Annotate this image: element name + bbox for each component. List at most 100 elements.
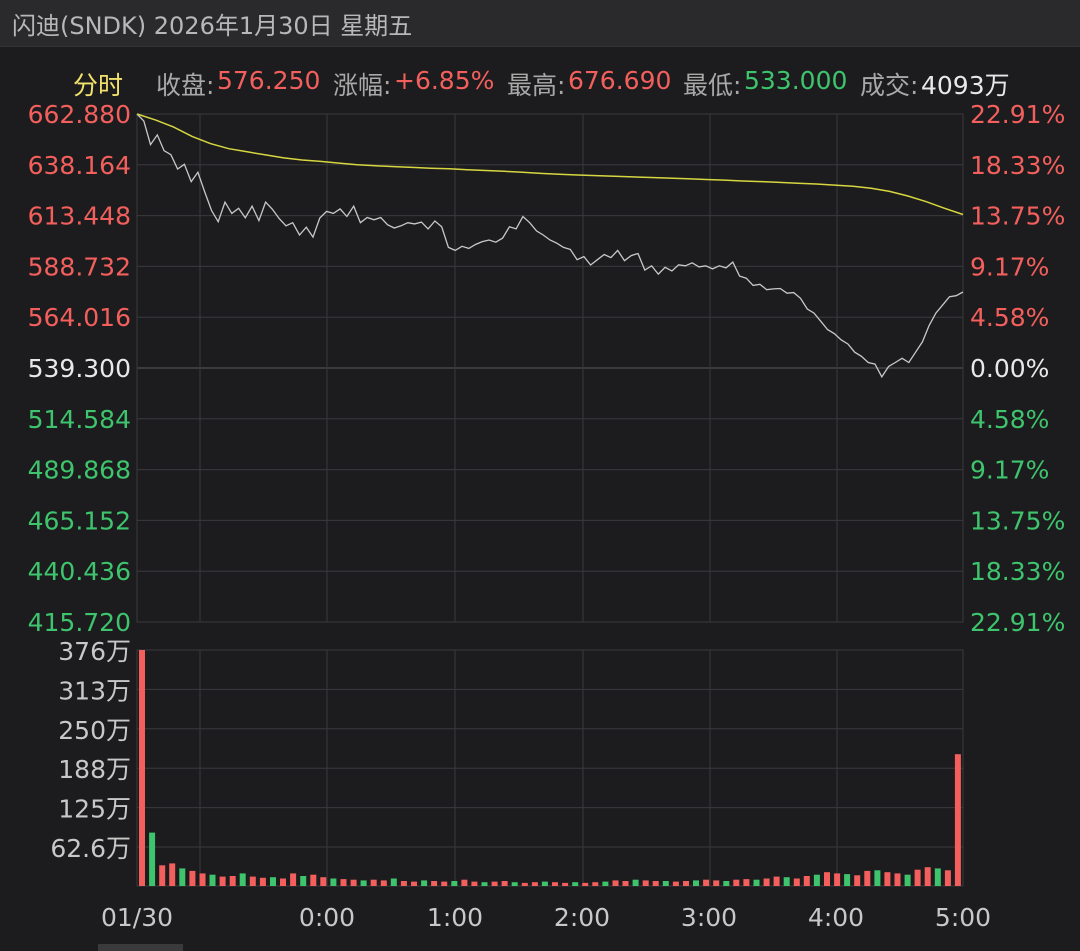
price-tick-label: 415.720 bbox=[28, 608, 131, 637]
volume-bar bbox=[753, 879, 760, 886]
volume-bar bbox=[239, 873, 246, 886]
time-tick-label: 2:00 bbox=[554, 903, 610, 932]
volume-bar bbox=[672, 881, 679, 886]
volume-bar bbox=[864, 870, 871, 886]
volume-bar bbox=[683, 881, 689, 886]
volume-bar bbox=[582, 882, 589, 886]
price-tick-label: 489.868 bbox=[28, 456, 131, 485]
volume-bar bbox=[400, 881, 407, 886]
price-tick-label: 440.436 bbox=[28, 557, 131, 586]
volume-bar bbox=[703, 879, 710, 886]
volume-bar bbox=[813, 874, 820, 886]
mode-label[interactable]: 分时 bbox=[73, 71, 124, 100]
volume-bar bbox=[552, 882, 558, 886]
volume-bar bbox=[501, 881, 508, 886]
volume-bar bbox=[572, 882, 579, 886]
time-tick-label: 5:00 bbox=[935, 903, 991, 932]
volume-bar bbox=[602, 881, 609, 886]
title-bar: 闪迪(SNDK) 2026年1月30日 星期五 bbox=[0, 0, 1080, 47]
volume-bar bbox=[411, 881, 417, 886]
volume-tick-label: 376万 bbox=[58, 637, 131, 666]
time-tick-label: 3:00 bbox=[681, 903, 737, 932]
volume-bar bbox=[743, 879, 750, 886]
volume-bar bbox=[541, 881, 548, 886]
time-tick-label: 01/30 bbox=[101, 903, 173, 932]
volume-bar bbox=[209, 874, 216, 886]
percent-tick-label: 18.33% bbox=[970, 557, 1065, 586]
volume-bar bbox=[924, 867, 931, 886]
volume-bar bbox=[773, 876, 780, 886]
price-tick-label: 514.584 bbox=[28, 405, 131, 434]
price-tick-label: 613.448 bbox=[28, 202, 131, 231]
scrollbar-thumb[interactable] bbox=[98, 944, 183, 951]
volume-bar bbox=[934, 868, 941, 886]
percent-tick-label: 4.58% bbox=[970, 405, 1049, 434]
volume-label: 成交: bbox=[860, 71, 919, 100]
price-tick-label: 465.152 bbox=[28, 506, 131, 535]
high-value: 676.690 bbox=[568, 66, 672, 95]
volume-bar bbox=[471, 881, 478, 886]
volume-bar bbox=[159, 865, 166, 886]
volume-bar bbox=[280, 878, 286, 886]
volume-bar bbox=[914, 869, 921, 886]
volume-bar bbox=[350, 879, 357, 886]
volume-bar bbox=[954, 754, 961, 886]
close-label: 收盘: bbox=[156, 71, 215, 100]
price-tick-label: 638.164 bbox=[28, 151, 131, 180]
low-value: 533.000 bbox=[744, 66, 848, 95]
volume-bar bbox=[733, 879, 740, 886]
low-label: 最低: bbox=[683, 71, 742, 100]
volume-bar bbox=[179, 868, 186, 886]
volume-bar bbox=[259, 877, 266, 886]
price-series-line bbox=[136, 113, 964, 379]
percent-tick-label: 18.33% bbox=[970, 151, 1065, 180]
volume-bar bbox=[270, 877, 276, 886]
volume-bar bbox=[390, 878, 397, 886]
volume-bar bbox=[763, 878, 770, 886]
volume-bar bbox=[229, 876, 236, 886]
volume-bar bbox=[441, 881, 448, 886]
volume-bar bbox=[642, 880, 649, 886]
volume-bar bbox=[713, 880, 720, 886]
volume-tick-label: 125万 bbox=[58, 795, 131, 824]
volume-bar bbox=[380, 880, 387, 886]
volume-bar bbox=[693, 880, 699, 886]
volume-tick-label: 62.6万 bbox=[50, 834, 131, 863]
change-value: +6.85% bbox=[394, 66, 495, 95]
volume-bar bbox=[149, 832, 156, 886]
volume-bar bbox=[854, 875, 861, 886]
volume-bar bbox=[652, 881, 659, 886]
volume-tick-label: 188万 bbox=[58, 755, 131, 784]
volume-bar bbox=[451, 881, 458, 886]
chart-title: 闪迪(SNDK) 2026年1月30日 星期五 bbox=[12, 12, 413, 40]
percent-tick-label: 22.91% bbox=[970, 608, 1065, 637]
volume-bar bbox=[360, 880, 367, 886]
volume-bar bbox=[139, 650, 145, 886]
volume-bar bbox=[511, 882, 518, 886]
change-label: 涨幅: bbox=[333, 71, 392, 100]
volume-bar bbox=[622, 881, 629, 886]
volume-bar bbox=[169, 863, 176, 886]
quote-info-bar: 分时 收盘: 576.250 涨幅: +6.85% 最高: 676.690 最低… bbox=[0, 62, 1080, 102]
volume-bar bbox=[662, 881, 669, 886]
percent-tick-label: 4.58% bbox=[970, 303, 1049, 332]
volume-bar bbox=[340, 879, 347, 886]
volume-bar bbox=[531, 882, 538, 886]
volume-bar bbox=[421, 880, 428, 886]
volume-bar bbox=[884, 872, 891, 886]
percent-tick-label: 9.17% bbox=[970, 252, 1049, 281]
volume-bar bbox=[370, 879, 377, 886]
percent-tick-label: 9.17% bbox=[970, 456, 1049, 485]
volume-bar bbox=[612, 880, 619, 886]
volume-value: 4093万 bbox=[921, 71, 1010, 100]
volume-bar bbox=[300, 876, 307, 886]
volume-bar bbox=[521, 882, 528, 886]
volume-bar bbox=[199, 873, 206, 886]
volume-bar bbox=[562, 882, 569, 886]
percent-tick-label: 13.75% bbox=[970, 202, 1065, 231]
volume-bar bbox=[491, 881, 498, 886]
high-label: 最高: bbox=[507, 71, 566, 100]
volume-bar bbox=[481, 882, 488, 886]
volume-bar bbox=[783, 877, 790, 886]
